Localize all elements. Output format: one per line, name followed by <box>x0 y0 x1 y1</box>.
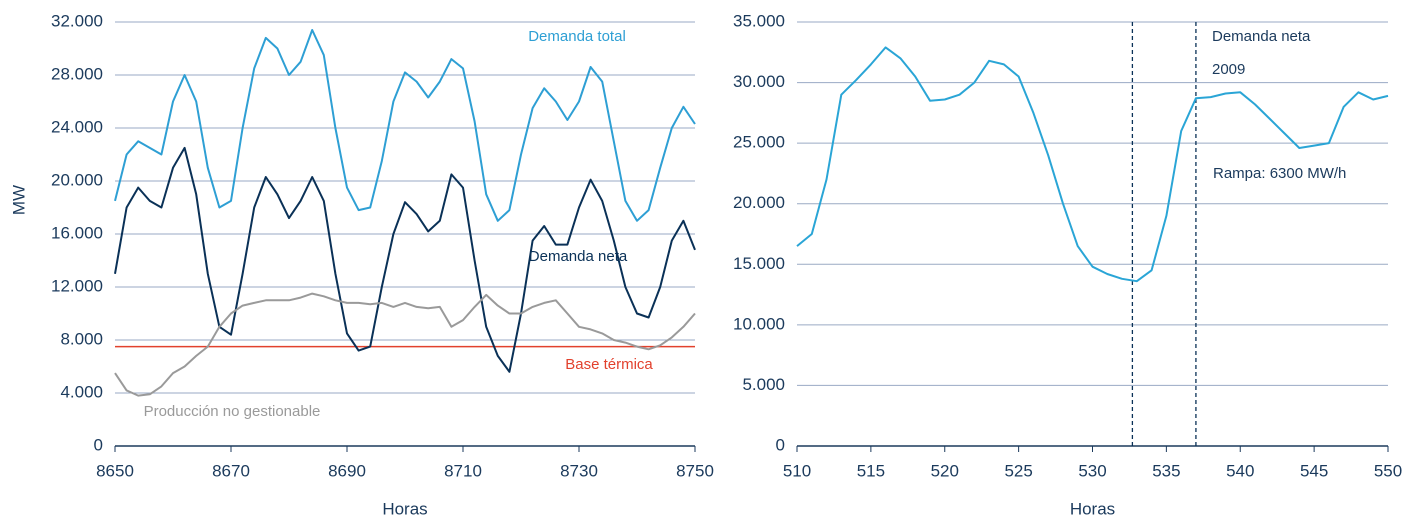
annotation: Rampa: 6300 MW/h <box>1213 165 1346 182</box>
y-tick-label: 5.000 <box>742 375 785 394</box>
x-tick-label: 8670 <box>212 461 250 480</box>
series-label: Demanda neta <box>529 248 628 265</box>
y-axis-label: MW <box>9 185 28 215</box>
x-tick-label: 515 <box>857 461 885 480</box>
x-tick-label: 540 <box>1226 461 1254 480</box>
x-axis-label: Horas <box>382 499 427 518</box>
y-tick-label: 4.000 <box>60 382 103 401</box>
y-tick-label: 30.000 <box>733 72 785 91</box>
y-tick-label: 12.000 <box>51 276 103 295</box>
y-tick-label: 35.000 <box>733 11 785 30</box>
series-label: Demanda total <box>528 28 626 45</box>
x-tick-label: 8690 <box>328 461 366 480</box>
series-line <box>796 46 1389 283</box>
y-tick-label: 16.000 <box>51 223 103 242</box>
x-tick-label: 8730 <box>560 461 598 480</box>
x-tick-label: 510 <box>783 461 811 480</box>
y-tick-label: 15.000 <box>733 254 785 273</box>
annotation: Demanda neta <box>1212 28 1311 45</box>
x-tick-label: 8750 <box>676 461 714 480</box>
x-tick-label: 8710 <box>444 461 482 480</box>
x-tick-label: 520 <box>931 461 959 480</box>
series-line <box>114 146 696 373</box>
series-line <box>114 292 696 397</box>
series-label: Base térmica <box>565 356 653 373</box>
y-tick-label: 0 <box>94 435 103 454</box>
y-tick-label: 10.000 <box>733 314 785 333</box>
y-tick-label: 28.000 <box>51 64 103 83</box>
y-tick-label: 20.000 <box>733 193 785 212</box>
y-tick-label: 24.000 <box>51 117 103 136</box>
series-label: Producción no gestionable <box>144 403 321 420</box>
x-tick-label: 8650 <box>96 461 134 480</box>
y-tick-label: 32.000 <box>51 11 103 30</box>
y-tick-label: 8.000 <box>60 329 103 348</box>
x-tick-label: 535 <box>1152 461 1180 480</box>
x-tick-label: 545 <box>1300 461 1328 480</box>
x-tick-label: 550 <box>1374 461 1402 480</box>
x-tick-label: 525 <box>1004 461 1032 480</box>
annotation: 2009 <box>1212 61 1245 78</box>
series-line <box>114 29 696 222</box>
y-tick-label: 20.000 <box>51 170 103 189</box>
y-tick-label: 25.000 <box>733 133 785 152</box>
x-axis-label: Horas <box>1070 499 1115 518</box>
y-tick-label: 0 <box>776 435 785 454</box>
x-tick-label: 530 <box>1078 461 1106 480</box>
